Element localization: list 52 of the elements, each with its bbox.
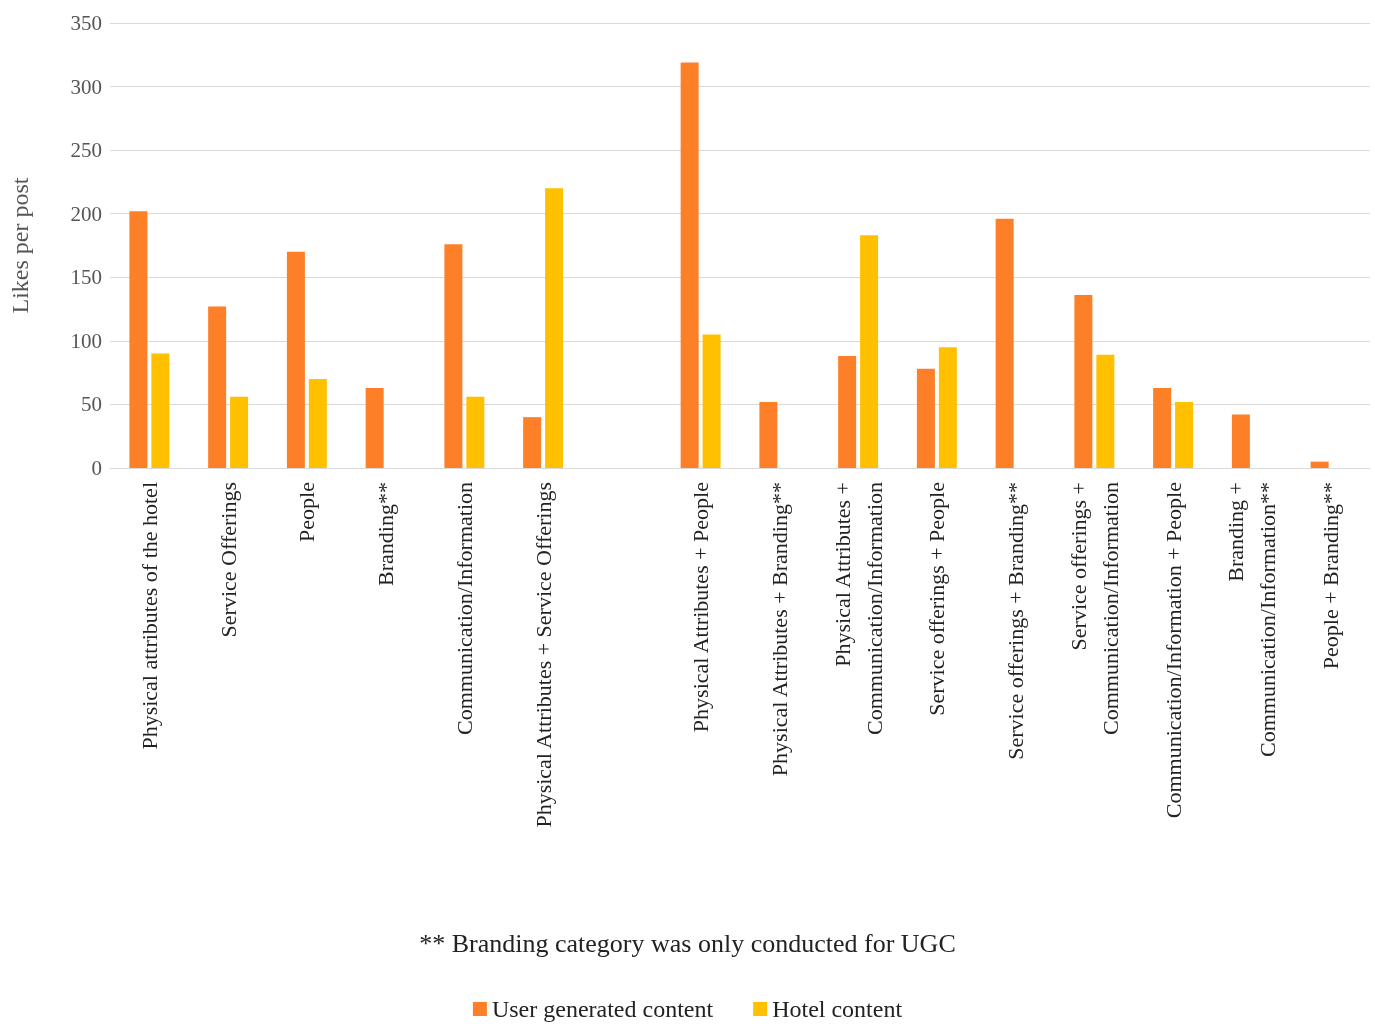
x-tick-label: Service offerings + Branding** bbox=[1003, 482, 1029, 760]
x-tick-label: Physical Attributes + Branding** bbox=[766, 482, 792, 777]
bar bbox=[466, 396, 485, 468]
bar bbox=[545, 188, 564, 468]
bar bbox=[151, 353, 170, 468]
x-tick-label: Branding + Communication/Information** bbox=[1223, 482, 1281, 757]
legend-label: Hotel content bbox=[772, 996, 903, 1022]
bar bbox=[1310, 461, 1329, 468]
y-tick-label: 350 bbox=[70, 11, 102, 35]
x-tick-label: Communication/Information bbox=[451, 482, 477, 735]
x-tick-label: People bbox=[294, 482, 320, 542]
bar bbox=[208, 306, 227, 468]
x-tick-label: People + Branding** bbox=[1318, 482, 1344, 670]
legend-label: User generated content bbox=[491, 996, 714, 1022]
bar bbox=[230, 396, 249, 468]
y-tick-label: 200 bbox=[70, 201, 102, 226]
y-tick-label: 250 bbox=[70, 138, 102, 163]
x-tick-label: Service Offerings bbox=[215, 482, 241, 638]
text: ** Branding category was only conducted for UGC bbox=[419, 928, 956, 958]
x-tick-label: Physical attributes of the hotel bbox=[136, 482, 162, 750]
bar bbox=[938, 347, 957, 468]
bar bbox=[1074, 295, 1093, 468]
y-tick-label: 300 bbox=[70, 74, 102, 99]
bar bbox=[860, 235, 879, 468]
bar bbox=[1153, 387, 1172, 468]
bar bbox=[308, 379, 327, 468]
x-tick-label: Physical Attributes + People bbox=[688, 482, 714, 733]
bar bbox=[702, 334, 721, 468]
bar bbox=[1231, 414, 1250, 468]
x-tick-label: Branding** bbox=[373, 482, 399, 586]
bar bbox=[759, 401, 778, 468]
y-tick-label: 50 bbox=[81, 392, 102, 417]
x-tick-label: Service offerings + People bbox=[924, 482, 950, 716]
bar bbox=[1096, 354, 1115, 468]
y-axis-title: Likes per post bbox=[7, 177, 33, 314]
bar bbox=[444, 244, 463, 468]
bar bbox=[523, 417, 542, 468]
bar bbox=[129, 211, 148, 468]
bar bbox=[286, 251, 305, 468]
x-tick-label: Communication/Information + People bbox=[1160, 482, 1186, 819]
y-tick-label: 0 bbox=[91, 456, 102, 480]
bar bbox=[838, 356, 857, 468]
bar bbox=[995, 218, 1014, 468]
bar bbox=[916, 368, 935, 468]
y-tick-label: 150 bbox=[70, 265, 102, 290]
x-tick-label: Physical Attributes + Communication/Information bbox=[829, 482, 887, 735]
x-tick-label: Service offerings + Communication/Information bbox=[1065, 482, 1123, 735]
bar bbox=[365, 387, 384, 468]
bar bbox=[1175, 401, 1194, 468]
y-tick-label: 100 bbox=[70, 328, 102, 353]
x-tick-label: Physical Attributes + Service Offerings bbox=[530, 482, 556, 828]
bar bbox=[680, 62, 699, 468]
